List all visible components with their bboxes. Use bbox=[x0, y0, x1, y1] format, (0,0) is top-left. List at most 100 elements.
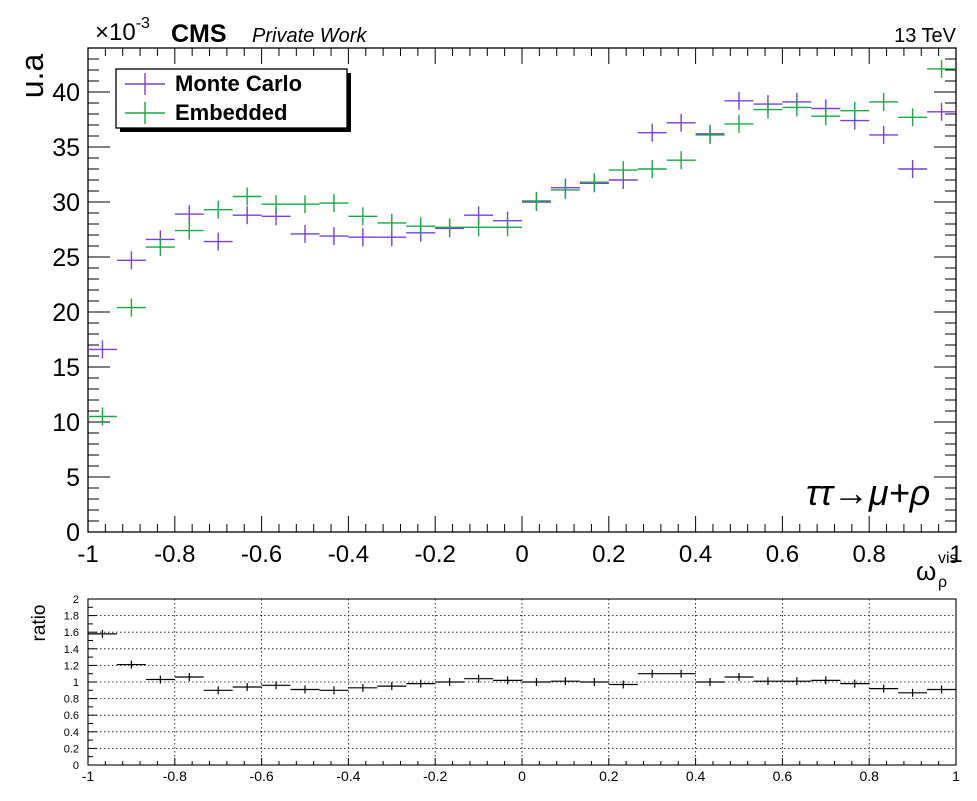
data-point bbox=[493, 218, 523, 237]
private-work-label: Private Work bbox=[252, 25, 367, 47]
data-point bbox=[666, 151, 696, 170]
ratio-y-tick-label: 0 bbox=[73, 760, 79, 772]
main-y-tick-label: 5 bbox=[66, 464, 80, 492]
ratio-x-tick-label: -0.4 bbox=[336, 768, 360, 784]
legend: Monte Carlo Embedded bbox=[115, 68, 351, 132]
data-point bbox=[116, 251, 146, 270]
ratio-x-tick-label: -0.6 bbox=[250, 768, 274, 784]
ratio-y-tick-label: 0.8 bbox=[64, 694, 79, 706]
data-point bbox=[724, 114, 754, 133]
data-point bbox=[348, 228, 378, 247]
data-point bbox=[637, 123, 667, 142]
data-point bbox=[87, 407, 117, 426]
data-point bbox=[174, 221, 204, 240]
main-x-tick-label: -0.4 bbox=[328, 541, 369, 568]
ratio-point bbox=[174, 673, 204, 682]
main-x-axis-label: ω bbox=[916, 556, 936, 586]
data-point bbox=[695, 125, 725, 144]
data-point bbox=[319, 194, 349, 213]
legend-box bbox=[115, 68, 348, 129]
ratio-point bbox=[579, 678, 609, 686]
main-y-tick-label: 30 bbox=[52, 189, 80, 217]
main-y-tick-label: 25 bbox=[52, 244, 80, 272]
ratio-point bbox=[493, 676, 523, 685]
data-point bbox=[608, 161, 638, 180]
data-point bbox=[579, 173, 609, 192]
ratio-point bbox=[753, 677, 783, 686]
ratio-y-tick-label: 0.6 bbox=[64, 710, 79, 722]
main-x-tick-label: 1 bbox=[949, 541, 962, 568]
data-point bbox=[145, 238, 175, 257]
legend-marker-embedded bbox=[125, 102, 165, 124]
data-point bbox=[521, 191, 551, 210]
ratio-x-tick-label: -0.8 bbox=[163, 768, 187, 784]
legend-label-embedded: Embedded bbox=[175, 100, 287, 125]
main-x-tick-label: 0.6 bbox=[766, 541, 799, 568]
legend-marker-monte-carlo bbox=[125, 73, 165, 95]
ratio-point bbox=[840, 679, 870, 688]
data-point bbox=[464, 218, 494, 237]
data-point bbox=[203, 232, 233, 251]
ratio-point bbox=[724, 673, 754, 682]
data-point bbox=[724, 91, 754, 110]
data-point bbox=[174, 205, 204, 224]
energy-label: 13 TeV bbox=[894, 25, 957, 47]
ratio-x-tick-label: 0.2 bbox=[599, 768, 619, 784]
main-x-tick-label: 0.8 bbox=[853, 541, 886, 568]
ratio-x-tick-label: 1 bbox=[952, 768, 960, 784]
ratio-x-tick-label: -1 bbox=[82, 768, 95, 784]
ratio-point bbox=[637, 669, 667, 678]
data-point bbox=[232, 206, 262, 225]
main-x-tick-label: 0 bbox=[515, 541, 528, 568]
ratio-point bbox=[608, 680, 638, 689]
main-y-tick-label: 20 bbox=[52, 299, 80, 327]
ratio-point bbox=[87, 629, 117, 638]
ratio-point bbox=[116, 660, 146, 669]
main-x-tick-label: -1 bbox=[77, 541, 98, 568]
ratio-y-tick-label: 1 bbox=[73, 677, 79, 689]
data-point bbox=[319, 227, 349, 246]
ratio-y-axis-label: ratio bbox=[29, 605, 50, 642]
ratio-x-tick-label: 0.8 bbox=[859, 768, 879, 784]
ratio-point bbox=[782, 677, 812, 686]
main-y-tick-label: 10 bbox=[52, 409, 80, 437]
data-point bbox=[666, 113, 696, 132]
ratio-point bbox=[406, 679, 436, 688]
main-axis-ticks: -1 -0.8 -0.6 -0.4 -0.2 0 0.2 0.4 0.6 0.8 105101520… bbox=[52, 47, 963, 568]
data-point bbox=[290, 195, 320, 214]
main-x-tick-label: 0.2 bbox=[592, 541, 625, 568]
main-x-tick-label: -0.6 bbox=[241, 541, 282, 568]
data-point bbox=[782, 98, 812, 117]
ratio-x-tick-label: 0.6 bbox=[773, 768, 793, 784]
data-point bbox=[637, 160, 667, 178]
ratio-point bbox=[319, 686, 349, 695]
ratio-axis-ticks: -1 -0.8 -0.6 -0.4 -0.2 0 0.2 0.4 0.6 0.8 1 0 0.2 0.4 0… bbox=[64, 594, 960, 784]
ratio-point bbox=[261, 681, 291, 690]
main-x-tick-label: -0.8 bbox=[154, 541, 195, 568]
ratio-point bbox=[869, 684, 899, 693]
series-embedded bbox=[87, 59, 957, 426]
data-point bbox=[550, 180, 580, 199]
data-point bbox=[898, 108, 928, 127]
data-point bbox=[753, 100, 783, 119]
ratio-point bbox=[377, 682, 407, 691]
ratio-point bbox=[464, 674, 494, 683]
legend-label-monte-carlo: Monte Carlo bbox=[175, 71, 302, 96]
exponent-label: ×10-3 bbox=[95, 15, 150, 46]
ratio-x-tick-label: 0.4 bbox=[686, 768, 706, 784]
main-y-tick-label: 40 bbox=[52, 79, 80, 107]
data-point bbox=[348, 207, 378, 226]
data-point bbox=[290, 224, 320, 243]
ratio-y-tick-label: 0.2 bbox=[64, 743, 79, 755]
ratio-y-tick-label: 0.4 bbox=[64, 727, 79, 739]
data-point bbox=[927, 102, 957, 121]
data-point bbox=[898, 160, 928, 178]
data-point bbox=[840, 101, 870, 120]
ratio-point bbox=[348, 683, 378, 692]
main-y-tick-label: 15 bbox=[52, 354, 80, 382]
main-data-marks bbox=[87, 59, 957, 426]
ratio-point bbox=[232, 682, 262, 691]
data-point bbox=[261, 195, 291, 214]
ratio-y-tick-label: 1.8 bbox=[64, 611, 79, 623]
